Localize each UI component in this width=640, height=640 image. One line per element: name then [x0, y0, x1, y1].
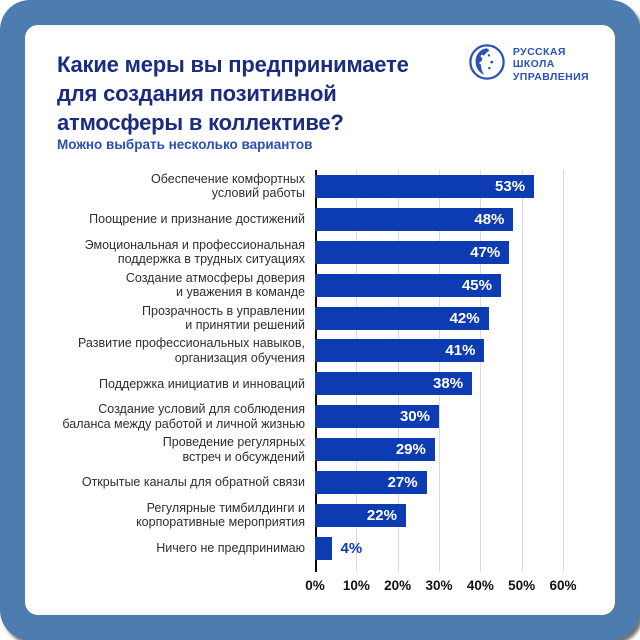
chart-row: Эмоциональная и профессиональная поддерж… [57, 236, 577, 269]
bar-label: Поддержка инициатив и инноваций [99, 376, 305, 391]
bar-value-label: 27% [387, 473, 418, 491]
bar-value-label: 38% [433, 375, 464, 393]
chart-row: Обеспечение комфортных условий работы 53% [57, 170, 577, 203]
bar-area: 47% [315, 236, 577, 269]
bar-area: 22% [315, 499, 577, 532]
bar-value-label: 45% [461, 276, 492, 294]
bar-value-label: 29% [395, 441, 426, 459]
chart-row: Открытые каналы для обратной связи 27% [57, 466, 577, 499]
y-axis-line [315, 170, 317, 572]
bar: 45% [315, 273, 501, 297]
chart-row: Прозрачность в управлении и принятии реш… [57, 302, 577, 335]
chart-rows: Обеспечение комфортных условий работы 53%… [57, 170, 577, 565]
gridline [439, 170, 440, 572]
bar-value-label: 41% [445, 342, 476, 360]
bar-area: 42% [315, 302, 577, 335]
bar-value-label: 48% [474, 210, 505, 228]
gridline [480, 170, 482, 572]
bar-label: Обеспечение комфортных условий работы [151, 171, 305, 201]
x-tick-label: 60% [549, 578, 577, 593]
chart-row: Поддержка инициатив и инноваций 38% [57, 367, 577, 400]
bar-area: 30% [315, 400, 577, 433]
bar-area: 38% [315, 367, 577, 400]
page-subtitle: Можно выбрать несколько вариантов [57, 137, 313, 152]
bar-area: 27% [315, 466, 577, 499]
gridline [397, 170, 399, 572]
x-tick-label: 10% [342, 578, 370, 593]
bar-label: Создание атмосферы доверия и уважения в … [125, 270, 305, 300]
bar-label: Поощрение и признание достижений [89, 212, 305, 227]
bar-chart: Обеспечение комфортных условий работы 53%… [57, 170, 577, 600]
bar-value-label: 42% [449, 309, 480, 327]
bar: 53% [315, 174, 535, 198]
chart-row: Поощрение и признание достижений 48% [57, 203, 577, 236]
chart-row: Создание условий для соблюдения баланса … [57, 400, 577, 433]
gridline [521, 170, 523, 572]
bar-value-label: 47% [470, 243, 501, 261]
bar-value-label: 53% [495, 177, 526, 195]
x-tick-label: 40% [466, 578, 494, 593]
x-tick-label: 30% [425, 578, 453, 593]
gridline [356, 170, 358, 572]
bar-area: 41% [315, 334, 577, 367]
bar-area: 53% [315, 170, 577, 203]
bar-area: 45% [315, 269, 577, 302]
bar: 22% [315, 503, 406, 527]
brand-logo: РУССКАЯ ШКОЛА УПРАВЛЕНИЯ [468, 43, 589, 86]
bar-value-label: 22% [366, 506, 397, 524]
gridline [563, 170, 564, 572]
bar-area: 29% [315, 433, 577, 466]
bar: 27% [315, 470, 427, 494]
bar-area: 48% [315, 203, 577, 236]
bar-label: Эмоциональная и профессиональная поддерж… [84, 237, 305, 267]
bar-value-label: 30% [399, 408, 430, 426]
chart-row: Развитие профессиональных навыков, орган… [57, 334, 577, 367]
bar: 47% [315, 240, 510, 264]
infographic-card: Какие меры вы предпринимаете для создани… [25, 25, 615, 615]
bar: 41% [315, 339, 485, 363]
chart-x-axis: 0% 10% 20% 30% 40% 50% 60% [305, 578, 576, 598]
bar-label: Открытые каналы для обратной связи [81, 475, 305, 490]
chart-row: Ничего не предпринимаю 4% [57, 532, 577, 565]
bar-label: Создание условий для соблюдения баланса … [62, 402, 305, 431]
chart-row: Создание атмосферы доверия и уважения в … [57, 269, 577, 302]
bar-area: 4% [315, 532, 577, 565]
bar: 29% [315, 438, 435, 462]
brand-logo-text: РУССКАЯ ШКОЛА УПРАВЛЕНИЯ [512, 45, 589, 83]
chart-gridlines [315, 170, 564, 572]
bar-label: Ничего не предпринимаю [156, 540, 305, 555]
school-globe-face-icon [468, 43, 506, 86]
bar: 38% [315, 372, 473, 396]
page-title: Какие меры вы предпринимаете для создани… [57, 52, 409, 135]
bar-label: Регулярные тимбилдинги и корпоративные м… [136, 500, 305, 530]
x-tick-label: 50% [508, 578, 536, 593]
bar-label: Прозрачность в управлении и принятии реш… [142, 303, 305, 333]
bar [315, 536, 332, 560]
bar-label: Развитие профессиональных навыков, орган… [78, 336, 305, 365]
x-tick-label: 0% [305, 578, 325, 593]
bar: 30% [315, 405, 439, 429]
bar-value-label: 4% [340, 539, 363, 557]
bar-label: Проведение регулярных встреч и обсуждени… [162, 435, 305, 464]
chart-row: Регулярные тимбилдинги и корпоративные м… [57, 499, 577, 532]
bar: 42% [315, 306, 489, 330]
x-tick-label: 20% [384, 578, 412, 593]
chart-row: Проведение регулярных встреч и обсуждени… [57, 433, 577, 466]
bar: 48% [315, 207, 514, 231]
